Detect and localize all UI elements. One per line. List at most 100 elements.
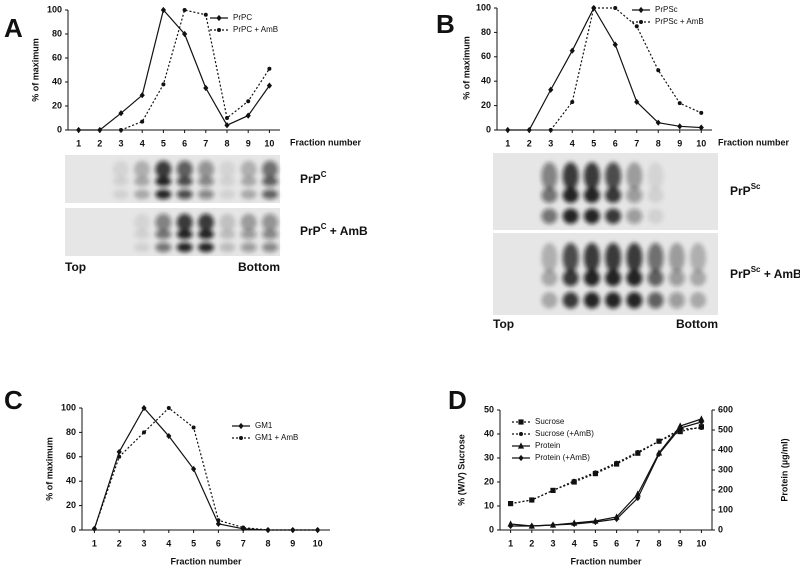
band <box>176 213 193 232</box>
band <box>583 269 600 287</box>
band <box>605 242 622 273</box>
marker <box>191 465 197 473</box>
legend-marker <box>216 14 222 22</box>
marker <box>116 448 122 456</box>
x-tick-label: 8 <box>224 138 229 148</box>
y-tick-label: 20 <box>66 500 76 510</box>
marker <box>182 30 188 38</box>
blot-label-sup: Sc <box>751 182 761 191</box>
y-tick-label: 40 <box>52 76 62 86</box>
marker <box>656 450 662 458</box>
x-tick-label: 5 <box>593 538 598 548</box>
legend-label: Protein (+AmB) <box>535 453 590 462</box>
marker <box>569 47 575 54</box>
panel-letter: C <box>4 385 23 415</box>
band <box>155 176 172 187</box>
x-tick-label: 5 <box>161 138 166 148</box>
band <box>541 242 558 273</box>
blot-bands <box>112 160 278 200</box>
series-line <box>550 7 702 131</box>
band <box>668 242 685 273</box>
y-tick-label: 0 <box>57 124 62 134</box>
band <box>647 269 664 287</box>
marker <box>203 84 209 92</box>
band <box>134 189 150 200</box>
band <box>690 269 706 287</box>
band <box>112 189 129 200</box>
band <box>219 189 236 200</box>
marker <box>548 86 554 93</box>
y-tick-label: 80 <box>52 28 62 38</box>
x-tick-label: 1 <box>505 138 510 148</box>
x-tick-label: 6 <box>614 538 619 548</box>
x-tick-label: 7 <box>241 538 246 548</box>
legend-label: GM1 + AmB <box>255 433 298 442</box>
band <box>690 242 706 273</box>
marker <box>550 521 556 529</box>
y-tick-label: 0 <box>489 524 494 534</box>
y2-tick-label: 100 <box>718 504 733 514</box>
y-tick-label: 20 <box>484 476 494 486</box>
x-tick-label: 4 <box>140 138 145 148</box>
marker <box>160 6 166 14</box>
x-tick-label: 7 <box>203 138 208 148</box>
marker <box>612 41 618 48</box>
marker <box>570 99 575 104</box>
marker <box>117 454 122 459</box>
band <box>198 189 214 200</box>
marker <box>119 128 123 132</box>
y2-tick-label: 0 <box>718 524 723 534</box>
x-tick-label: 3 <box>548 138 553 148</box>
blot-label-sup: Sc <box>751 265 761 274</box>
blot-bands <box>134 213 278 253</box>
x-tick-label: 6 <box>182 138 187 148</box>
x-tick-label: 2 <box>529 538 534 548</box>
blot-label-sup: C <box>321 222 327 231</box>
band <box>240 176 257 187</box>
blot-bands <box>541 242 706 309</box>
band <box>262 160 278 179</box>
band <box>134 242 150 253</box>
y-tick-label: 20 <box>52 100 62 110</box>
x-tick-label: 8 <box>656 138 661 148</box>
blot-end: Bottom <box>676 317 718 331</box>
marker <box>529 498 534 502</box>
legend-label: PrPSc <box>655 5 678 14</box>
series-line <box>510 426 702 505</box>
band <box>198 213 214 232</box>
blot-end: Top <box>493 317 514 331</box>
band <box>626 162 643 190</box>
marker <box>224 122 230 129</box>
legend-marker <box>519 432 523 436</box>
marker <box>216 518 221 523</box>
band <box>541 292 558 309</box>
y-tick-label: 60 <box>66 451 76 461</box>
marker <box>698 418 704 426</box>
x-tick-label: 2 <box>527 138 532 148</box>
marker <box>698 415 705 422</box>
band <box>176 242 193 253</box>
blot-bands <box>541 162 664 224</box>
x-tick-label: 1 <box>92 538 97 548</box>
blot-label-suffix: + AmB <box>326 224 368 238</box>
band <box>562 269 579 287</box>
blot-label: PrPC + AmB <box>300 222 368 238</box>
y-tick-label: 0 <box>71 524 76 534</box>
band <box>155 160 172 179</box>
y2-tick-label: 400 <box>718 444 733 454</box>
x-tick-label: 10 <box>696 538 706 548</box>
blot-label-text: PrP <box>300 224 321 238</box>
band <box>198 242 214 253</box>
band <box>219 213 236 232</box>
series-line <box>93 407 318 531</box>
x-tick-label: 6 <box>613 138 618 148</box>
series-line <box>510 421 702 527</box>
marker <box>97 126 103 134</box>
y-tick-label: 60 <box>481 51 491 61</box>
x-tick-label: 4 <box>166 538 171 548</box>
band <box>262 189 278 200</box>
band <box>155 189 172 200</box>
band <box>605 208 622 224</box>
band <box>562 187 579 204</box>
marker <box>526 126 532 134</box>
